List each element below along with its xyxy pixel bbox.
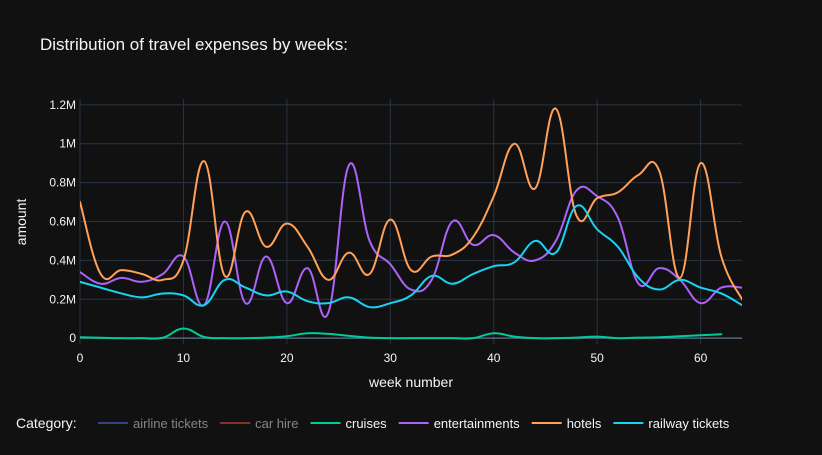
x-axis-title: week number [368, 374, 453, 390]
x-tick-label: 10 [177, 351, 191, 365]
x-tick-label: 50 [591, 351, 605, 365]
y-axis-title: amount [13, 199, 29, 246]
legend-label: airline tickets [133, 416, 209, 431]
y-tick-label: 0.4M [49, 253, 76, 267]
x-tick-label: 60 [694, 351, 708, 365]
legend-label: entertainments [434, 416, 520, 431]
legend-item-cruises[interactable]: cruises [310, 416, 388, 431]
legend-item-car-hire[interactable]: car hire [220, 416, 299, 431]
legend-label: railway tickets [648, 416, 729, 431]
legend: Category: airline tickets car hire cruises… [16, 415, 730, 431]
y-tick-label: 0.8M [49, 176, 76, 190]
y-tick-label: 0.6M [49, 215, 76, 229]
series-line-railway-tickets[interactable] [80, 204, 742, 309]
y-tick-label: 0 [69, 331, 76, 345]
legend-item-railway-tickets[interactable]: railway tickets [613, 416, 730, 431]
legend-item-airline-tickets[interactable]: airline tickets [98, 416, 209, 431]
legend-title: Category: [16, 415, 77, 431]
y-tick-label: 1.2M [49, 98, 76, 112]
legend-label: hotels [567, 416, 602, 431]
x-tick-label: 0 [77, 351, 84, 365]
y-tick-label: 1M [59, 137, 76, 151]
legend-items: airline tickets car hire cruises entertainm… [98, 416, 730, 431]
legend-item-hotels[interactable]: hotels [531, 416, 602, 431]
series-line-entertainments[interactable] [80, 162, 742, 318]
y-tick-label: 0.2M [49, 292, 76, 306]
legend-label: cruises [346, 416, 388, 431]
chart-title: Distribution of travel expenses by weeks… [40, 35, 348, 54]
series-layer [80, 107, 742, 340]
series-line-cruises[interactable] [80, 327, 723, 340]
series-line-hotels[interactable] [80, 107, 742, 301]
x-tick-label: 40 [487, 351, 501, 365]
axis-layer: 0 10 20 30 40 50 60 0 0.2M 0.4M 0.6M 0.8M 1M 1.2M [49, 98, 707, 365]
x-tick-label: 20 [280, 351, 294, 365]
legend-item-entertainments[interactable]: entertainments [398, 416, 520, 431]
x-tick-label: 30 [384, 351, 398, 365]
legend-label: car hire [255, 416, 298, 431]
